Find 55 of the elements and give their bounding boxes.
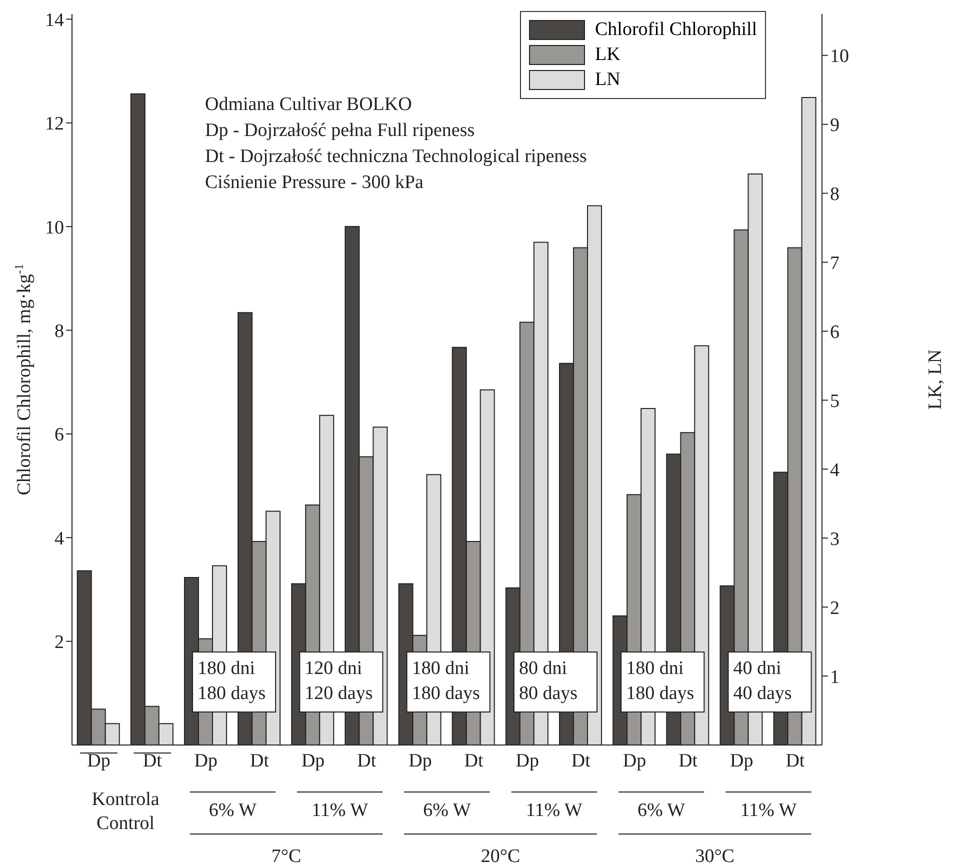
text: 6% W: [637, 800, 686, 821]
annotation: 180 dni 180 days: [412, 658, 480, 704]
x-tick-label: Dp: [516, 750, 539, 772]
y-tick-label: 14: [45, 10, 64, 31]
annotation: 40 dni 40 days: [733, 658, 792, 704]
text: 20°C: [480, 846, 520, 867]
annotation: 80 dni 80 days: [518, 658, 578, 704]
y2-tick-label: 5: [830, 390, 840, 412]
y2-tick-label: 9: [830, 115, 840, 136]
x-tick-label: Dp: [301, 750, 325, 772]
x-tick-label: Dt: [250, 750, 270, 772]
annotation: 180 dni 180 days: [198, 658, 266, 704]
y2-tick-label: 8: [830, 184, 840, 206]
x-tick-label: Dp: [194, 750, 218, 772]
y2-axis-title: LK, LN: [925, 349, 946, 410]
annotation: Dp - Dojrzałość pełna Full ripeness: [205, 120, 475, 141]
annotation: Ciśnienie Pressure - 300 kPa: [205, 172, 424, 193]
text: 7°C: [271, 846, 302, 867]
text: Kontrola Control: [92, 789, 160, 834]
x-tick-label: Dp: [408, 750, 432, 772]
x-tick-label: Dt: [571, 750, 592, 772]
y-tick-label: 10: [45, 217, 64, 238]
legend-label: LK: [595, 44, 620, 66]
y2-tick-label: 3: [830, 528, 840, 550]
x-tick-label: Dp: [622, 750, 646, 772]
annotation: Dt - Dojrzałość techniczna Technological ripeness: [205, 146, 587, 167]
y-tick-label: 2: [54, 632, 64, 654]
annotation: Odmiana Cultivar BOLKO: [205, 94, 412, 115]
x-tick-label: Dt: [142, 750, 163, 772]
x-tick-label: Dp: [87, 750, 110, 772]
y-tick-label: 12: [45, 114, 64, 135]
text: 6% W: [423, 800, 471, 821]
y2-tick-label: 1: [830, 666, 840, 688]
legend-label: LN: [595, 69, 620, 91]
annotation: 180 dni 180 days: [626, 658, 694, 704]
annotation: 120 dni 120 days: [304, 658, 373, 704]
x-tick-label: Dt: [464, 750, 484, 772]
y2-tick-label: 10: [830, 46, 849, 68]
text: 11% W: [740, 800, 797, 821]
text: 30°C: [695, 846, 734, 867]
y-tick-label: 4: [54, 528, 64, 550]
text: 6% W: [208, 800, 257, 821]
y-tick-label: 8: [54, 320, 64, 342]
y2-tick-label: 4: [830, 460, 840, 481]
y2-tick-label: 7: [830, 253, 840, 274]
text: 11% W: [526, 800, 582, 821]
text: 11% W: [312, 800, 368, 821]
y2-tick-label: 2: [830, 598, 840, 619]
x-tick-label: Dp: [730, 750, 754, 772]
x-tick-label: Dt: [357, 750, 377, 772]
y-tick-label: 6: [54, 424, 64, 446]
x-tick-label: Dt: [786, 750, 806, 772]
legend-label: Chlorofil Chlorophill: [595, 19, 758, 41]
x-tick-label: Dt: [678, 750, 698, 772]
y2-tick-label: 6: [830, 322, 840, 343]
